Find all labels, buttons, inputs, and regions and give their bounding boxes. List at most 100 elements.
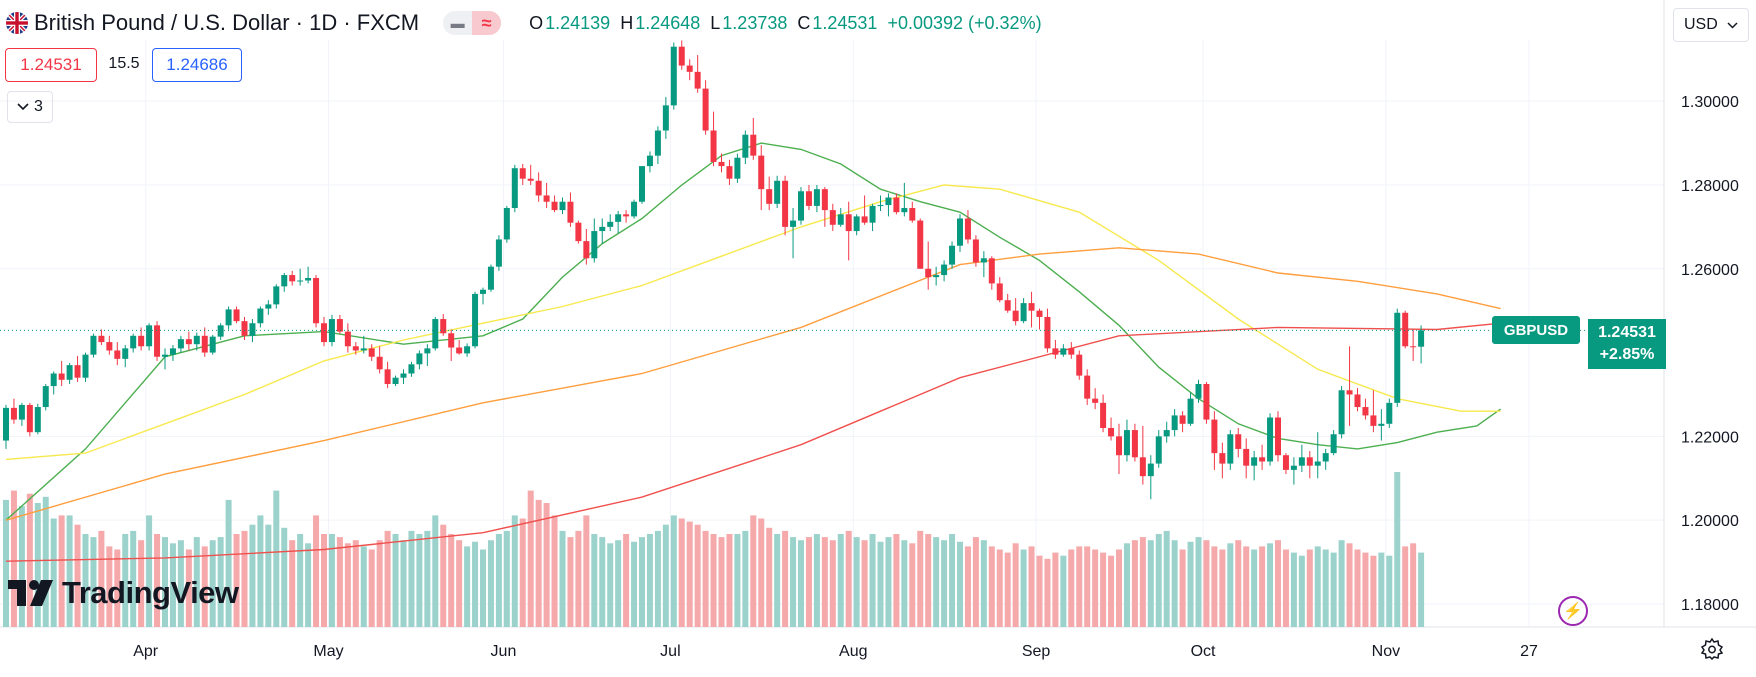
candle-body	[1338, 390, 1345, 435]
currency-select[interactable]: USD	[1673, 8, 1749, 42]
candle-body	[344, 331, 351, 347]
candle-body	[1386, 402, 1393, 424]
volume-bar	[249, 524, 256, 627]
candle-body	[1378, 423, 1385, 426]
volume-bar	[646, 534, 653, 627]
volume-bar	[42, 496, 49, 627]
delayed-data-icon: ≈	[472, 11, 502, 35]
volume-bar	[1131, 540, 1138, 627]
candle-body	[249, 323, 256, 336]
volume-bar	[1211, 546, 1218, 627]
tradingview-logo-icon	[8, 580, 53, 606]
volume-bar	[360, 546, 367, 627]
candle-body	[1131, 430, 1138, 458]
candle-body	[1123, 430, 1130, 456]
candle-body	[146, 325, 153, 347]
candle-body	[487, 266, 494, 290]
candle-body	[933, 275, 940, 278]
volume-bar	[90, 537, 97, 627]
candle-body	[583, 241, 590, 259]
candle-body	[511, 168, 518, 209]
candle-body	[1108, 427, 1115, 437]
buy-button[interactable]: 1.24686	[152, 48, 242, 82]
time-tick-label: Nov	[1372, 643, 1400, 660]
candle-body	[877, 205, 884, 207]
volume-bar	[1100, 552, 1107, 627]
volume-bar	[1314, 546, 1321, 627]
volume-bar	[154, 534, 161, 627]
candle-body	[408, 364, 415, 374]
volume-bar	[289, 540, 296, 627]
volume-bar	[1298, 555, 1305, 627]
candle-body	[607, 221, 614, 227]
candle-body	[416, 353, 423, 365]
volume-bar	[1092, 549, 1099, 627]
candle-body	[861, 216, 868, 223]
candle-body	[1290, 465, 1297, 470]
volume-bar	[1139, 537, 1146, 627]
volume-bar	[58, 515, 65, 627]
candle-body	[623, 214, 630, 217]
candle-body	[58, 373, 65, 380]
candle-body	[988, 258, 995, 284]
candle-body	[241, 321, 248, 336]
candle-body	[535, 180, 542, 196]
candle-body	[201, 335, 208, 353]
volume-bar	[487, 540, 494, 627]
volume-bar	[511, 515, 518, 627]
volume-bar	[177, 540, 184, 627]
candle-body	[3, 407, 9, 441]
time-tick-label: 27	[1520, 643, 1538, 660]
candle-body	[464, 346, 471, 354]
volume-bar	[169, 543, 176, 627]
volume-bar	[543, 503, 550, 627]
volume-bar	[34, 503, 41, 627]
volume-bar	[813, 534, 820, 627]
volume-bar	[861, 540, 868, 627]
candle-body	[106, 342, 113, 351]
candle-body	[321, 323, 327, 343]
indicators-collapse-button[interactable]: 3	[7, 91, 53, 123]
candle-body	[885, 197, 892, 206]
volume-bar	[400, 540, 407, 627]
candle-body	[18, 404, 25, 420]
volume-bar	[1147, 540, 1154, 627]
symbol-title[interactable]: British Pound / U.S. Dollar · 1D · FXCM	[34, 10, 420, 35]
candle-body	[1195, 383, 1202, 399]
market-status-toggle[interactable]: ▬ ≈	[443, 11, 502, 35]
candle-body	[1044, 316, 1051, 349]
volume-bar	[74, 524, 81, 627]
candle-body	[122, 348, 129, 359]
sell-button[interactable]: 1.24531	[5, 48, 97, 82]
volume-bar	[805, 537, 812, 627]
volume-bar	[138, 540, 145, 627]
candle-body	[384, 369, 391, 384]
candle-body	[90, 335, 97, 355]
tradingview-logo[interactable]: TradingView	[8, 575, 239, 611]
high-value: 1.24648	[635, 12, 701, 33]
candle-body	[1020, 303, 1027, 322]
volume-bar	[941, 540, 948, 627]
volume-bar	[384, 530, 391, 627]
price-tick-label: 1.28000	[1681, 178, 1739, 195]
volume-bar	[432, 515, 439, 627]
volume-bar	[631, 541, 638, 627]
volume-bar	[1171, 540, 1178, 627]
settings-gear-icon[interactable]	[1701, 638, 1723, 660]
volume-bar	[1378, 552, 1385, 627]
volume-bar	[901, 540, 908, 627]
volume-bar	[185, 549, 192, 627]
candle-body	[845, 214, 852, 232]
volume-bar	[678, 518, 685, 627]
volume-bar	[925, 534, 932, 627]
candle-body	[599, 226, 606, 232]
last-price-badge: 1.24531 +2.85%	[1588, 319, 1666, 370]
volume-bar	[774, 534, 781, 627]
volume-bar	[1044, 558, 1051, 627]
volume-bar	[1219, 549, 1226, 627]
candle-body	[114, 350, 121, 359]
candle-body	[1235, 434, 1242, 449]
lightning-icon[interactable]: ⚡	[1558, 596, 1588, 626]
candle-body	[495, 239, 502, 267]
